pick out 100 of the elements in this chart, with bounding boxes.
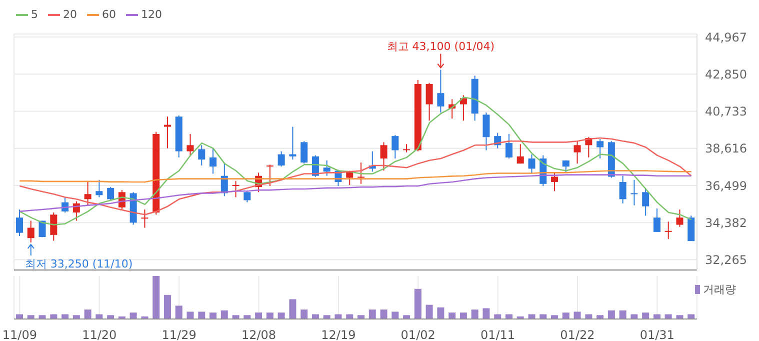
candlestick <box>289 126 296 160</box>
candlestick <box>460 94 467 122</box>
bar <box>403 315 410 319</box>
candlestick <box>551 172 558 192</box>
candlestick <box>505 133 512 159</box>
bar <box>72 315 80 319</box>
candlestick <box>198 144 206 166</box>
bar <box>608 310 615 319</box>
bar <box>84 310 92 319</box>
candlestick <box>482 112 490 151</box>
y-tick-label: 34,382 <box>705 216 747 230</box>
candlestick <box>232 180 240 198</box>
bar <box>426 304 433 319</box>
bar <box>358 315 364 319</box>
candlestick <box>676 209 684 228</box>
candlestick <box>437 69 444 114</box>
bar <box>437 307 444 319</box>
bar <box>460 312 467 319</box>
candlestick <box>688 215 695 242</box>
bar <box>175 306 182 319</box>
x-tick-label: 01/22 <box>560 328 595 341</box>
bar <box>38 315 46 319</box>
candlestick <box>426 82 433 122</box>
bar <box>220 310 228 319</box>
line-series <box>19 137 692 216</box>
bar <box>164 294 171 319</box>
candlestick <box>96 179 103 198</box>
candlestick <box>562 160 570 174</box>
bar <box>562 312 570 319</box>
candlestick <box>27 220 34 243</box>
legend-label: 20 <box>63 8 77 21</box>
bar <box>130 312 137 319</box>
x-tick-label: 12/19 <box>321 328 356 341</box>
x-tick-label: 12/08 <box>241 328 276 341</box>
candlestick <box>16 209 23 236</box>
candlestick <box>664 221 672 240</box>
candlestick <box>141 209 148 228</box>
candlestick <box>630 179 638 206</box>
bar <box>471 310 478 319</box>
bar <box>266 312 274 319</box>
bar <box>289 299 296 319</box>
y-tick-label: 40,733 <box>705 104 747 119</box>
y-tick-label: 32,265 <box>705 253 747 268</box>
legend-label: 5 <box>31 8 38 21</box>
bar <box>300 310 308 319</box>
bar <box>278 312 285 319</box>
candlestick <box>619 175 626 204</box>
bar <box>414 288 422 319</box>
candlestick <box>642 187 650 216</box>
candlestick <box>300 140 308 164</box>
x-tick-label: 01/02 <box>400 328 436 341</box>
candlestick <box>574 140 581 164</box>
candlestick <box>392 134 399 159</box>
candlestick <box>596 138 604 159</box>
legend-label: 거래량 <box>703 282 736 297</box>
candlestick <box>653 208 660 232</box>
bar <box>574 312 581 319</box>
candlestick <box>107 186 114 201</box>
candlestick <box>516 144 524 164</box>
bar <box>392 312 399 319</box>
bar <box>619 310 626 319</box>
bar <box>596 315 604 319</box>
bar <box>27 315 34 319</box>
bar <box>186 312 194 319</box>
candlestick <box>164 116 171 149</box>
bar <box>255 312 262 319</box>
bar <box>107 315 114 319</box>
bar <box>152 276 160 319</box>
bar <box>368 310 376 319</box>
bar <box>244 315 251 319</box>
y-tick-label: 44,967 <box>705 30 747 44</box>
y-tick-label: 42,850 <box>705 67 747 82</box>
candlestick <box>266 164 274 187</box>
line-series <box>19 174 692 212</box>
bar <box>210 312 217 319</box>
bar <box>380 310 388 319</box>
annotation: 최고 43,100 (01/04) <box>386 40 495 53</box>
candlestick <box>186 133 194 157</box>
annotation: 최저 33,250 (11/10) <box>24 257 133 270</box>
candlestick <box>210 148 217 174</box>
candlestick <box>528 154 536 174</box>
bar <box>482 308 490 319</box>
candlestick <box>380 142 388 172</box>
bar <box>676 315 684 319</box>
bar <box>323 315 330 319</box>
legend-label: 60 <box>102 8 116 21</box>
x-tick-label: 11/29 <box>162 328 196 341</box>
bar <box>642 312 650 319</box>
y-tick-label: 36,499 <box>705 178 747 193</box>
candlestick <box>84 181 92 206</box>
candlestick <box>278 150 285 168</box>
legend-label: 120 <box>141 8 162 21</box>
x-tick-label: 11/09 <box>2 328 37 341</box>
bar <box>232 315 240 319</box>
y-tick-label: 38,616 <box>705 142 747 156</box>
candlestick <box>50 212 58 242</box>
x-tick-label: 01/31 <box>640 328 674 341</box>
bar <box>198 312 206 319</box>
x-tick-label: 11/20 <box>82 328 117 341</box>
bar <box>448 312 456 319</box>
